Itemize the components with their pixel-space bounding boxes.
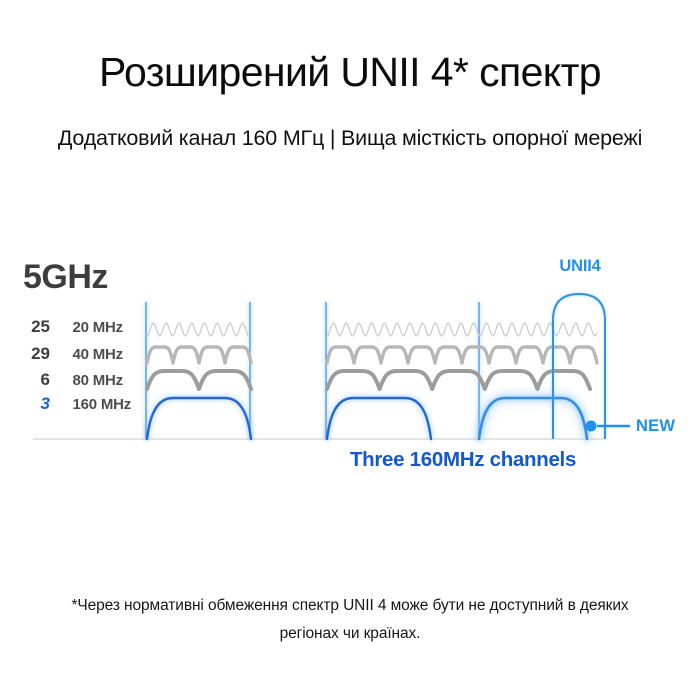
channel-row-160mhz: 3 160 MHz (0, 391, 132, 417)
page-title: Розширений UNII 4* спектр (99, 49, 602, 95)
new-callout-dot (585, 420, 597, 432)
diagram-caption: Three 160MHz channels (349, 448, 577, 471)
channel-count: 6 (40, 370, 50, 389)
channel-count: 25 (31, 317, 50, 336)
channel-row-40mhz: 29 40 MHz (0, 341, 123, 367)
channel-160mhz-new (477, 396, 589, 441)
channel-bandwidth: 160 MHz (72, 396, 132, 413)
footnote-line-2: регіонах чи країнах. (279, 625, 421, 642)
unii4-label: UNII4 (559, 257, 601, 275)
channel-bandwidth: 80 MHz (72, 372, 123, 389)
footnote: *Через нормативні обмеження спектр UNII … (0, 592, 700, 648)
footnote-line-1: *Через нормативні обмеження спектр UNII … (71, 597, 629, 614)
channel-160mhz (145, 396, 433, 441)
band-label-5ghz: 5GHz (23, 258, 108, 296)
new-badge: NEW (636, 417, 676, 435)
channel-bandwidth: 40 MHz (72, 346, 123, 363)
channel-row-80mhz: 6 80 MHz (0, 367, 124, 393)
channel-count: 29 (31, 344, 50, 363)
channel-count: 3 (40, 394, 50, 413)
unii4-arch (552, 292, 606, 439)
channel-row-20mhz: 25 20 MHz (0, 314, 123, 340)
channel-bandwidth: 20 MHz (72, 319, 123, 336)
wave-80mhz (145, 369, 592, 391)
spectrum-chart-svg (33, 292, 630, 441)
page-subtitle: Додатковий канал 160 МГц | Вища місткіст… (57, 126, 643, 150)
spectrum-diagram: 5GHz 25 20 MHz 29 40 MHz 6 80 MHz 3 160 … (0, 240, 700, 490)
wave-40mhz (145, 345, 599, 365)
wave-20mhz (146, 322, 598, 337)
